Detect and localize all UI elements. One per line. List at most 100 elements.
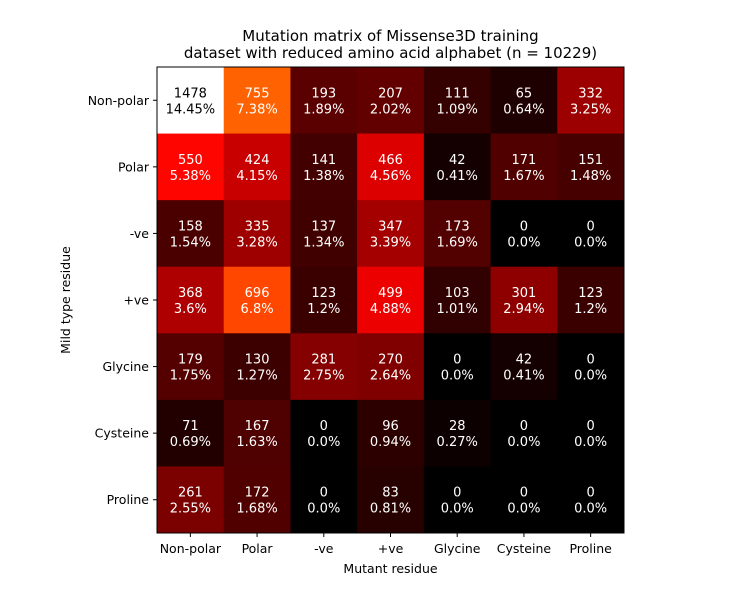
cell-count-label: 550 — [178, 153, 203, 168]
cell-count-label: 1478 — [174, 86, 207, 101]
cell-percent-label: 1.54% — [170, 235, 211, 250]
cell-percent-label: 1.09% — [437, 102, 478, 117]
heatmap-cell — [223, 200, 291, 268]
cell-count-label: 0 — [520, 419, 528, 434]
heatmap-cell — [557, 466, 625, 534]
heatmap-cell — [157, 266, 225, 334]
cell-count-label: 158 — [178, 219, 203, 234]
heatmap-cell — [423, 333, 492, 401]
cell-percent-label: 4.56% — [370, 169, 411, 184]
cell-percent-label: 0.0% — [307, 502, 340, 517]
cell-count-label: 281 — [311, 353, 336, 368]
cell-count-label: 424 — [245, 153, 270, 168]
heatmap-cell — [557, 333, 625, 401]
cell-percent-label: 0.64% — [503, 102, 544, 117]
cell-percent-label: 1.01% — [437, 302, 478, 317]
y-axis-ticks: Non-polar Polar -ve +ve Glycine Cysteine Proli… — [88, 93, 157, 507]
y-tick-label: Non-polar — [88, 93, 150, 108]
cell-count-label: 28 — [449, 419, 466, 434]
heatmap-cell — [223, 133, 291, 201]
cell-percent-label: 0.81% — [370, 502, 411, 517]
cell-percent-label: 3.25% — [570, 102, 611, 117]
y-tick-label: Proline — [107, 492, 150, 507]
cell-count-label: 332 — [578, 86, 603, 101]
cell-count-label: 130 — [245, 353, 270, 368]
heatmap-cell — [490, 200, 558, 268]
cell-count-label: 83 — [382, 486, 399, 501]
cell-count-label: 347 — [378, 219, 403, 234]
heatmap-cell — [357, 133, 425, 201]
heatmap-cell — [557, 67, 625, 135]
heatmap-cell — [423, 133, 492, 201]
cell-percent-label: 0.27% — [437, 435, 478, 450]
y-tick-label: +ve — [123, 293, 149, 308]
cell-count-label: 103 — [445, 286, 470, 301]
cell-count-label: 207 — [378, 86, 403, 101]
heatmap-cell — [223, 466, 291, 534]
heatmap-cell — [290, 133, 358, 201]
cell-percent-label: 3.28% — [236, 235, 277, 250]
cell-percent-label: 0.0% — [574, 435, 607, 450]
heatmap-cell — [290, 333, 358, 401]
cell-percent-label: 1.2% — [307, 302, 340, 317]
cell-percent-label: 0.0% — [307, 435, 340, 450]
heatmap-cell — [290, 466, 358, 534]
cell-percent-label: 2.94% — [503, 302, 544, 317]
cell-percent-label: 1.89% — [303, 102, 344, 117]
x-axis-label: Mutant residue — [343, 561, 437, 576]
heatmap-cell — [557, 266, 625, 334]
x-tick-label: Proline — [569, 541, 612, 556]
cell-percent-label: 7.38% — [236, 102, 277, 117]
cell-percent-label: 0.0% — [574, 369, 607, 384]
y-axis-label: Mild type residue — [58, 246, 73, 354]
heatmap-cell — [423, 200, 492, 268]
cell-count-label: 141 — [311, 153, 336, 168]
cell-percent-label: 0.69% — [170, 435, 211, 450]
y-tick-label: Polar — [118, 159, 150, 174]
heatmap-cell — [490, 399, 558, 467]
heatmap-cell — [357, 333, 425, 401]
cell-percent-label: 3.6% — [174, 302, 207, 317]
heatmap-cell — [423, 67, 492, 135]
cell-count-label: 466 — [378, 153, 403, 168]
cell-count-label: 0 — [587, 219, 595, 234]
heatmap-cell — [223, 333, 291, 401]
cell-count-label: 65 — [516, 86, 533, 101]
heatmap-cell — [223, 399, 291, 467]
heatmap-cell — [290, 200, 358, 268]
cell-percent-label: 1.34% — [303, 235, 344, 250]
heatmap-cell — [290, 399, 358, 467]
heatmap-cell — [157, 200, 225, 268]
heatmap-cell — [357, 466, 425, 534]
cell-percent-label: 1.27% — [236, 369, 277, 384]
cell-count-label: 42 — [449, 153, 466, 168]
cell-percent-label: 0.41% — [503, 369, 544, 384]
y-tick-label: Cysteine — [95, 426, 150, 441]
cell-count-label: 0 — [520, 486, 528, 501]
cell-percent-label: 2.75% — [303, 369, 344, 384]
heatmap-cell — [223, 266, 291, 334]
heatmap-cell-labels: 147814.45%7557.38%1931.89%2072.02%1111.0… — [166, 86, 612, 516]
heatmap-cell — [157, 133, 225, 201]
cell-percent-label: 1.38% — [303, 169, 344, 184]
cell-percent-label: 2.02% — [370, 102, 411, 117]
cell-count-label: 270 — [378, 353, 403, 368]
cell-percent-label: 5.38% — [170, 169, 211, 184]
heatmap-cell — [557, 399, 625, 467]
heatmap-cell — [357, 200, 425, 268]
cell-percent-label: 0.0% — [441, 369, 474, 384]
x-tick-label: Non-polar — [160, 541, 222, 556]
heatmap-cell — [490, 466, 558, 534]
cell-percent-label: 1.69% — [437, 235, 478, 250]
heatmap-cell — [157, 333, 225, 401]
heatmap-cell — [357, 266, 425, 334]
cell-count-label: 151 — [578, 153, 603, 168]
heatmap-cell — [157, 399, 225, 467]
cell-count-label: 0 — [453, 486, 461, 501]
cell-percent-label: 1.63% — [236, 435, 277, 450]
y-tick-label: Glycine — [102, 359, 149, 374]
chart-title-line2: dataset with reduced amino acid alphabet… — [184, 44, 597, 62]
cell-count-label: 0 — [587, 486, 595, 501]
cell-count-label: 368 — [178, 286, 203, 301]
